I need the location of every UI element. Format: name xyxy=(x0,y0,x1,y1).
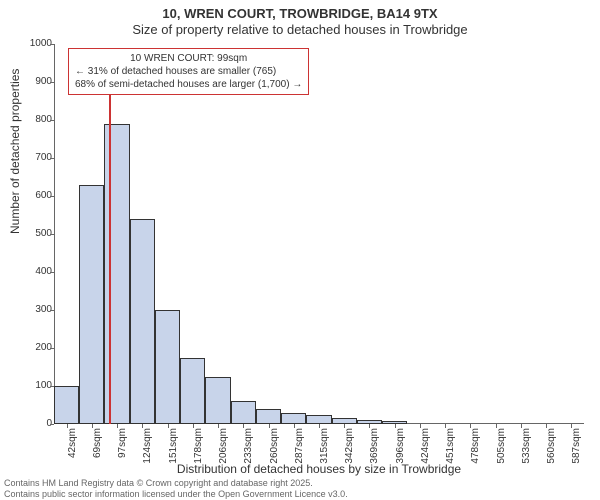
y-tick-mark xyxy=(50,82,54,83)
x-tick-mark xyxy=(168,424,169,428)
x-tick-label: 315sqm xyxy=(319,428,330,468)
histogram-bar xyxy=(130,219,155,424)
x-tick-label: 260sqm xyxy=(269,428,280,468)
y-tick-mark xyxy=(50,196,54,197)
x-tick-label: 178sqm xyxy=(193,428,204,468)
x-tick-label: 342sqm xyxy=(344,428,355,468)
x-tick-label: 560sqm xyxy=(546,428,557,468)
x-tick-mark xyxy=(496,424,497,428)
x-tick-mark xyxy=(294,424,295,428)
property-marker-line xyxy=(109,88,111,424)
y-tick-mark xyxy=(50,158,54,159)
x-tick-label: 369sqm xyxy=(369,428,380,468)
y-tick-label: 800 xyxy=(20,114,52,125)
annotation-box: 10 WREN COURT: 99sqm← 31% of detached ho… xyxy=(68,48,309,95)
x-tick-label: 396sqm xyxy=(395,428,406,468)
x-tick-mark xyxy=(193,424,194,428)
footer-copyright-2: Contains public sector information licen… xyxy=(4,489,348,499)
histogram-bar xyxy=(54,386,79,424)
y-tick-mark xyxy=(50,348,54,349)
histogram-bar xyxy=(382,421,407,424)
histogram-bar xyxy=(231,401,256,424)
x-tick-mark xyxy=(521,424,522,428)
x-tick-mark xyxy=(319,424,320,428)
x-tick-mark xyxy=(546,424,547,428)
annotation-line-3: 68% of semi-detached houses are larger (… xyxy=(75,78,302,91)
x-tick-mark xyxy=(395,424,396,428)
y-tick-mark xyxy=(50,310,54,311)
histogram-bar xyxy=(205,377,230,425)
x-tick-mark xyxy=(142,424,143,428)
x-tick-label: 287sqm xyxy=(294,428,305,468)
x-tick-label: 424sqm xyxy=(420,428,431,468)
annotation-line-1: 10 WREN COURT: 99sqm xyxy=(75,52,302,65)
x-tick-label: 505sqm xyxy=(496,428,507,468)
x-tick-mark xyxy=(420,424,421,428)
y-tick-label: 400 xyxy=(20,266,52,277)
x-tick-label: 233sqm xyxy=(243,428,254,468)
histogram-bar xyxy=(79,185,104,424)
x-tick-mark xyxy=(117,424,118,428)
y-tick-label: 0 xyxy=(20,418,52,429)
x-tick-mark xyxy=(218,424,219,428)
histogram-bar xyxy=(180,358,205,425)
y-tick-label: 700 xyxy=(20,152,52,163)
footer-copyright-1: Contains HM Land Registry data © Crown c… xyxy=(4,478,313,488)
x-tick-label: 69sqm xyxy=(92,428,103,468)
y-tick-mark xyxy=(50,424,54,425)
histogram-bar xyxy=(281,413,306,424)
histogram-bar xyxy=(306,415,331,425)
y-tick-label: 200 xyxy=(20,342,52,353)
x-tick-mark xyxy=(243,424,244,428)
x-tick-label: 124sqm xyxy=(142,428,153,468)
y-tick-label: 1000 xyxy=(20,38,52,49)
x-tick-label: 533sqm xyxy=(521,428,532,468)
x-tick-mark xyxy=(445,424,446,428)
x-tick-mark xyxy=(344,424,345,428)
x-tick-mark xyxy=(67,424,68,428)
x-tick-label: 42sqm xyxy=(67,428,78,468)
x-tick-label: 206sqm xyxy=(218,428,229,468)
x-tick-label: 451sqm xyxy=(445,428,456,468)
y-tick-label: 600 xyxy=(20,190,52,201)
histogram-bar xyxy=(357,420,382,424)
y-tick-label: 500 xyxy=(20,228,52,239)
y-tick-mark xyxy=(50,234,54,235)
chart-title-1: 10, WREN COURT, TROWBRIDGE, BA14 9TX xyxy=(0,6,600,21)
x-tick-label: 97sqm xyxy=(117,428,128,468)
histogram-bar xyxy=(256,409,281,424)
y-tick-mark xyxy=(50,44,54,45)
chart-title-2: Size of property relative to detached ho… xyxy=(0,22,600,37)
y-tick-mark xyxy=(50,120,54,121)
histogram-bar xyxy=(332,418,357,424)
y-tick-mark xyxy=(50,272,54,273)
x-tick-mark xyxy=(571,424,572,428)
x-tick-mark xyxy=(92,424,93,428)
x-tick-label: 478sqm xyxy=(470,428,481,468)
x-tick-mark xyxy=(369,424,370,428)
y-tick-label: 100 xyxy=(20,380,52,391)
x-tick-label: 587sqm xyxy=(571,428,582,468)
histogram-bar xyxy=(155,310,180,424)
x-tick-mark xyxy=(470,424,471,428)
annotation-line-2: ← 31% of detached houses are smaller (76… xyxy=(75,65,302,78)
x-tick-mark xyxy=(269,424,270,428)
y-tick-label: 900 xyxy=(20,76,52,87)
x-tick-label: 151sqm xyxy=(168,428,179,468)
y-tick-label: 300 xyxy=(20,304,52,315)
